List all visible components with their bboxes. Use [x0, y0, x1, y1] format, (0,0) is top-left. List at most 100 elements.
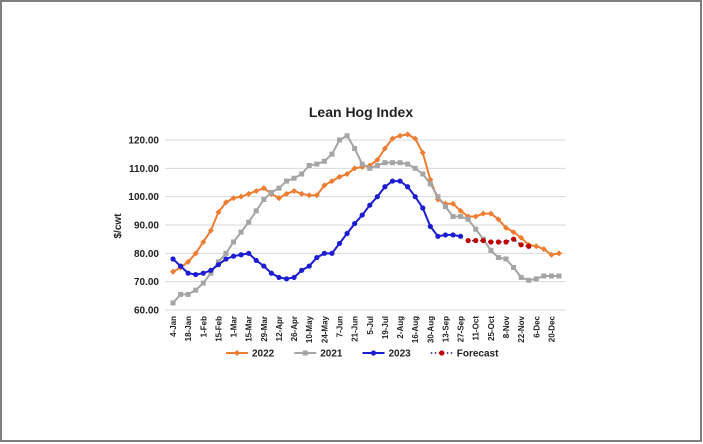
data-point	[185, 258, 192, 265]
data-point	[420, 171, 426, 177]
data-point	[283, 190, 290, 197]
data-point	[230, 195, 237, 202]
data-point	[465, 216, 471, 222]
data-point	[238, 229, 244, 235]
data-point	[193, 271, 199, 278]
x-tick-label: 20-Dec	[547, 315, 556, 342]
data-point	[503, 239, 509, 245]
data-point	[420, 205, 426, 211]
data-point	[276, 185, 282, 191]
data-point	[268, 270, 274, 276]
data-point	[495, 239, 502, 245]
data-point	[185, 270, 191, 276]
series-line	[468, 238, 529, 247]
x-tick-label: 2-Aug	[396, 316, 405, 339]
data-point	[367, 165, 373, 171]
data-point	[495, 216, 502, 223]
data-point	[397, 160, 403, 166]
data-point	[314, 161, 320, 167]
data-point	[283, 276, 290, 282]
series-line	[172, 134, 559, 304]
data-point	[344, 133, 350, 139]
y-tick-label: 100.00	[128, 192, 159, 203]
data-point	[359, 161, 365, 167]
data-point	[556, 273, 562, 279]
y-tick-label: 110.00	[129, 164, 159, 175]
x-tick-label: 16-Aug	[411, 316, 420, 343]
x-tick-label: 4-Jan	[169, 316, 178, 337]
x-tick-label: 6-Dec	[532, 315, 541, 337]
data-point	[412, 135, 419, 142]
y-tick-label: 60.00	[134, 306, 159, 317]
data-point	[314, 254, 320, 261]
data-point	[245, 190, 252, 197]
data-point	[472, 213, 479, 220]
data-point	[238, 193, 245, 200]
data-point	[419, 149, 426, 156]
data-point	[215, 262, 222, 268]
data-point	[526, 243, 532, 249]
legend-marker	[439, 350, 445, 356]
data-point	[382, 184, 388, 190]
legend-label: 2022	[252, 349, 275, 360]
data-point	[185, 291, 191, 297]
data-point	[291, 175, 297, 181]
data-point	[231, 239, 237, 245]
data-point	[450, 232, 456, 238]
x-tick-label: 5-Jul	[366, 316, 375, 335]
y-axis-label: $/cwt	[113, 213, 124, 239]
legend-label: 2021	[320, 349, 343, 360]
data-point	[533, 243, 540, 250]
data-point	[208, 267, 214, 273]
data-point	[359, 212, 365, 218]
data-point	[223, 256, 229, 262]
data-point	[193, 287, 199, 293]
legend-marker	[370, 350, 377, 356]
data-point	[299, 267, 305, 273]
data-point	[548, 251, 555, 258]
data-point	[556, 250, 562, 257]
data-point	[177, 263, 184, 269]
data-point	[435, 233, 441, 239]
data-point	[170, 300, 176, 306]
data-point	[192, 250, 199, 257]
data-point	[510, 236, 517, 242]
x-tick-label: 8-Nov	[502, 315, 511, 338]
chart-title: Lean Hog Index	[309, 104, 413, 120]
data-point	[367, 202, 373, 208]
legend-label: Forecast	[457, 349, 499, 360]
data-point	[381, 145, 388, 152]
data-point	[548, 273, 554, 279]
data-point	[253, 188, 260, 194]
x-tick-label: 25-Oct	[487, 316, 496, 341]
data-point	[404, 131, 411, 138]
data-point	[215, 259, 221, 265]
data-point	[246, 250, 252, 256]
data-point	[291, 188, 298, 194]
data-point	[495, 255, 501, 261]
data-point	[487, 210, 494, 217]
data-point	[510, 229, 517, 236]
data-point	[337, 137, 343, 143]
y-tick-label: 120.00	[128, 136, 159, 147]
x-tick-label: 12-Apr	[275, 316, 284, 341]
data-point	[344, 171, 351, 177]
data-point	[321, 250, 327, 256]
data-point	[222, 199, 229, 206]
data-point	[374, 194, 380, 200]
data-point	[275, 195, 282, 202]
data-point	[207, 227, 214, 234]
data-point	[299, 171, 305, 177]
data-point	[351, 165, 358, 172]
data-point	[412, 194, 418, 200]
data-point	[306, 192, 313, 199]
data-point	[208, 270, 214, 276]
data-point	[321, 158, 327, 164]
x-tick-label: 18-Jan	[184, 316, 193, 341]
data-point	[253, 208, 259, 214]
data-point	[503, 224, 510, 231]
data-point	[473, 226, 479, 232]
data-point	[336, 240, 343, 247]
